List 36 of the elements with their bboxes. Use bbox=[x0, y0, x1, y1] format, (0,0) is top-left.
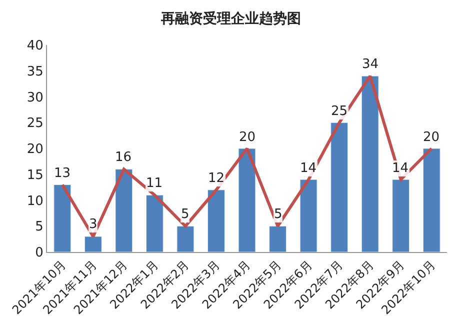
data-label: 12 bbox=[208, 171, 225, 186]
y-tick-label: 35 bbox=[26, 64, 44, 80]
data-label: 14 bbox=[392, 161, 409, 176]
data-label: 5 bbox=[274, 207, 282, 222]
bar bbox=[115, 168, 133, 252]
bar bbox=[54, 184, 72, 252]
y-tick-label: 10 bbox=[26, 194, 44, 209]
bar bbox=[361, 76, 379, 252]
data-label: 5 bbox=[181, 207, 190, 222]
y-tick-label: 15 bbox=[26, 168, 44, 183]
bar bbox=[238, 148, 256, 252]
data-label: 20 bbox=[423, 130, 440, 145]
data-label: 25 bbox=[331, 104, 348, 119]
bar bbox=[269, 226, 286, 252]
data-label: 11 bbox=[146, 176, 163, 191]
bar bbox=[176, 226, 194, 252]
data-label: 34 bbox=[362, 57, 379, 72]
bar bbox=[146, 194, 164, 252]
bar bbox=[330, 122, 348, 252]
y-tick-label: 40 bbox=[26, 38, 44, 54]
y-tick-label: 25 bbox=[26, 116, 44, 132]
chart-title: 再融资受理企业趋势图 bbox=[160, 10, 301, 27]
bar bbox=[84, 236, 102, 252]
data-label: 13 bbox=[54, 166, 71, 181]
bar bbox=[300, 179, 318, 252]
bar bbox=[422, 148, 440, 252]
data-label: 14 bbox=[300, 161, 317, 176]
y-tick-label: 20 bbox=[26, 142, 44, 158]
bar bbox=[392, 179, 410, 252]
data-label: 20 bbox=[239, 130, 256, 145]
data-label: 16 bbox=[115, 150, 132, 165]
data-label: 3 bbox=[89, 217, 98, 232]
y-tick-label: 0 bbox=[35, 246, 44, 261]
y-tick-label: 5 bbox=[35, 220, 44, 235]
bar bbox=[208, 190, 225, 252]
y-tick-label: 30 bbox=[26, 90, 44, 106]
